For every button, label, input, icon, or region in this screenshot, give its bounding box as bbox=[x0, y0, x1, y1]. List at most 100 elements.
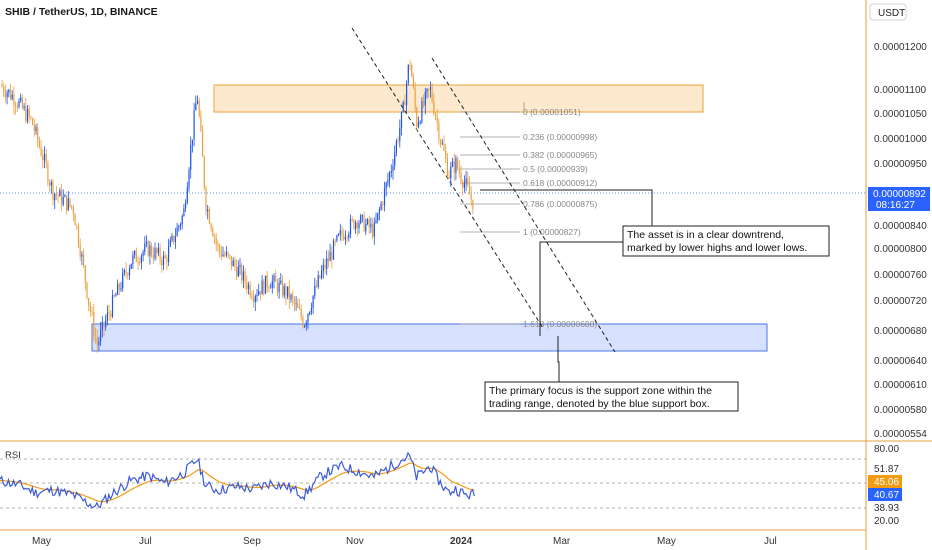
support-annotation-line-1: The primary focus is the support zone wi… bbox=[489, 385, 712, 397]
candle-body bbox=[285, 286, 287, 297]
candle-body bbox=[373, 222, 375, 237]
candle-body bbox=[69, 198, 71, 206]
candle-body bbox=[222, 254, 224, 257]
candle-body bbox=[440, 139, 442, 144]
candle-body bbox=[242, 271, 244, 281]
candle-body bbox=[6, 92, 8, 98]
rsi-label: RSI bbox=[5, 450, 21, 461]
candle-body bbox=[207, 209, 209, 212]
candle-body bbox=[178, 225, 180, 228]
candle-body bbox=[117, 283, 119, 295]
candle-body bbox=[355, 222, 357, 229]
candle-body bbox=[434, 113, 437, 118]
candle-body bbox=[375, 220, 377, 223]
candle-body bbox=[66, 195, 68, 211]
candle-body bbox=[151, 245, 153, 255]
candle-body bbox=[195, 103, 197, 111]
candle-body bbox=[292, 294, 294, 299]
candle-body bbox=[32, 118, 34, 125]
support-box bbox=[91, 323, 768, 352]
candle-body bbox=[411, 65, 413, 77]
candle-body bbox=[314, 285, 316, 296]
time-tick: Sep bbox=[243, 536, 261, 547]
candle-body bbox=[188, 170, 190, 188]
candle-body bbox=[142, 251, 144, 256]
candle-body bbox=[251, 295, 253, 299]
candle-body bbox=[101, 321, 103, 331]
candle-body bbox=[76, 225, 78, 227]
candle-body bbox=[47, 163, 49, 183]
downtrend-pointer bbox=[480, 189, 653, 226]
price-tick: 0.00000610 bbox=[874, 380, 927, 391]
candle-body bbox=[389, 172, 391, 180]
candle-body bbox=[239, 265, 241, 268]
price-tick: 0.00001050 bbox=[874, 109, 927, 120]
candle-body bbox=[168, 246, 170, 262]
candle-body bbox=[315, 285, 318, 287]
fib-label-0: 0 (0.00001051) bbox=[523, 107, 581, 117]
price-tick: 0.00000680 bbox=[874, 326, 927, 337]
candle-body bbox=[50, 181, 52, 186]
candle-body bbox=[213, 235, 216, 238]
rsi-value-tag bbox=[868, 488, 902, 501]
fib-label-0618: 0.618 (0.00000912) bbox=[523, 178, 597, 188]
candle-body bbox=[212, 228, 214, 236]
candle-body bbox=[72, 207, 74, 215]
candle-body bbox=[412, 76, 414, 88]
candle-body bbox=[130, 263, 132, 269]
candle-body bbox=[346, 237, 348, 238]
candle-body bbox=[154, 248, 156, 259]
candle-body bbox=[358, 223, 360, 228]
candle-body bbox=[312, 295, 314, 309]
fib-label-1618: 1.618 (0.00000688) bbox=[523, 319, 597, 329]
candle-body bbox=[11, 94, 13, 99]
candle-body bbox=[100, 330, 102, 342]
candle-body bbox=[23, 106, 25, 108]
candle-body bbox=[309, 311, 311, 315]
candle-body bbox=[137, 261, 139, 263]
candle-body bbox=[210, 223, 212, 229]
candle-body bbox=[372, 224, 374, 237]
candle-body bbox=[179, 224, 182, 226]
candle-body bbox=[77, 226, 80, 245]
price-tick: 0.00000950 bbox=[874, 159, 927, 170]
candle-body bbox=[145, 241, 148, 244]
candle-body bbox=[349, 219, 352, 234]
candle-body bbox=[271, 280, 273, 288]
candle-body bbox=[108, 312, 110, 314]
candle-body bbox=[247, 284, 250, 290]
downtrend-connector bbox=[539, 241, 623, 336]
candle-body bbox=[13, 94, 15, 106]
candle-body bbox=[310, 308, 312, 312]
candle-body bbox=[181, 215, 183, 225]
currency-button[interactable] bbox=[869, 3, 907, 21]
candle-body bbox=[305, 322, 307, 327]
candle-body bbox=[264, 275, 267, 294]
price-tick: 0.00000554 bbox=[874, 429, 927, 440]
candle-body bbox=[89, 305, 91, 312]
candle-body bbox=[431, 87, 433, 102]
candle-body bbox=[176, 227, 178, 237]
candle-body bbox=[400, 111, 403, 128]
candle-body bbox=[463, 182, 465, 188]
price-tick: 0.00000800 bbox=[874, 244, 927, 255]
candle-body bbox=[462, 181, 464, 188]
current-price-label: 0.00000892 bbox=[873, 189, 926, 200]
candle-body bbox=[88, 298, 90, 306]
time-tick: May bbox=[32, 536, 51, 547]
candle-body bbox=[43, 154, 46, 161]
candle-body bbox=[191, 139, 193, 146]
chart-title: SHIB / TetherUS, 1D, BINANCE bbox=[5, 6, 158, 18]
candle-body bbox=[190, 145, 192, 171]
candle-body bbox=[450, 166, 452, 179]
candle-body bbox=[423, 101, 425, 106]
candle-body bbox=[1, 84, 3, 87]
candle-body bbox=[321, 270, 323, 279]
candle-body bbox=[174, 236, 176, 243]
candle-body bbox=[343, 234, 345, 240]
candle-body bbox=[339, 230, 341, 235]
candle-body bbox=[33, 124, 35, 131]
candle-body bbox=[448, 176, 450, 179]
candle-body bbox=[164, 255, 166, 259]
